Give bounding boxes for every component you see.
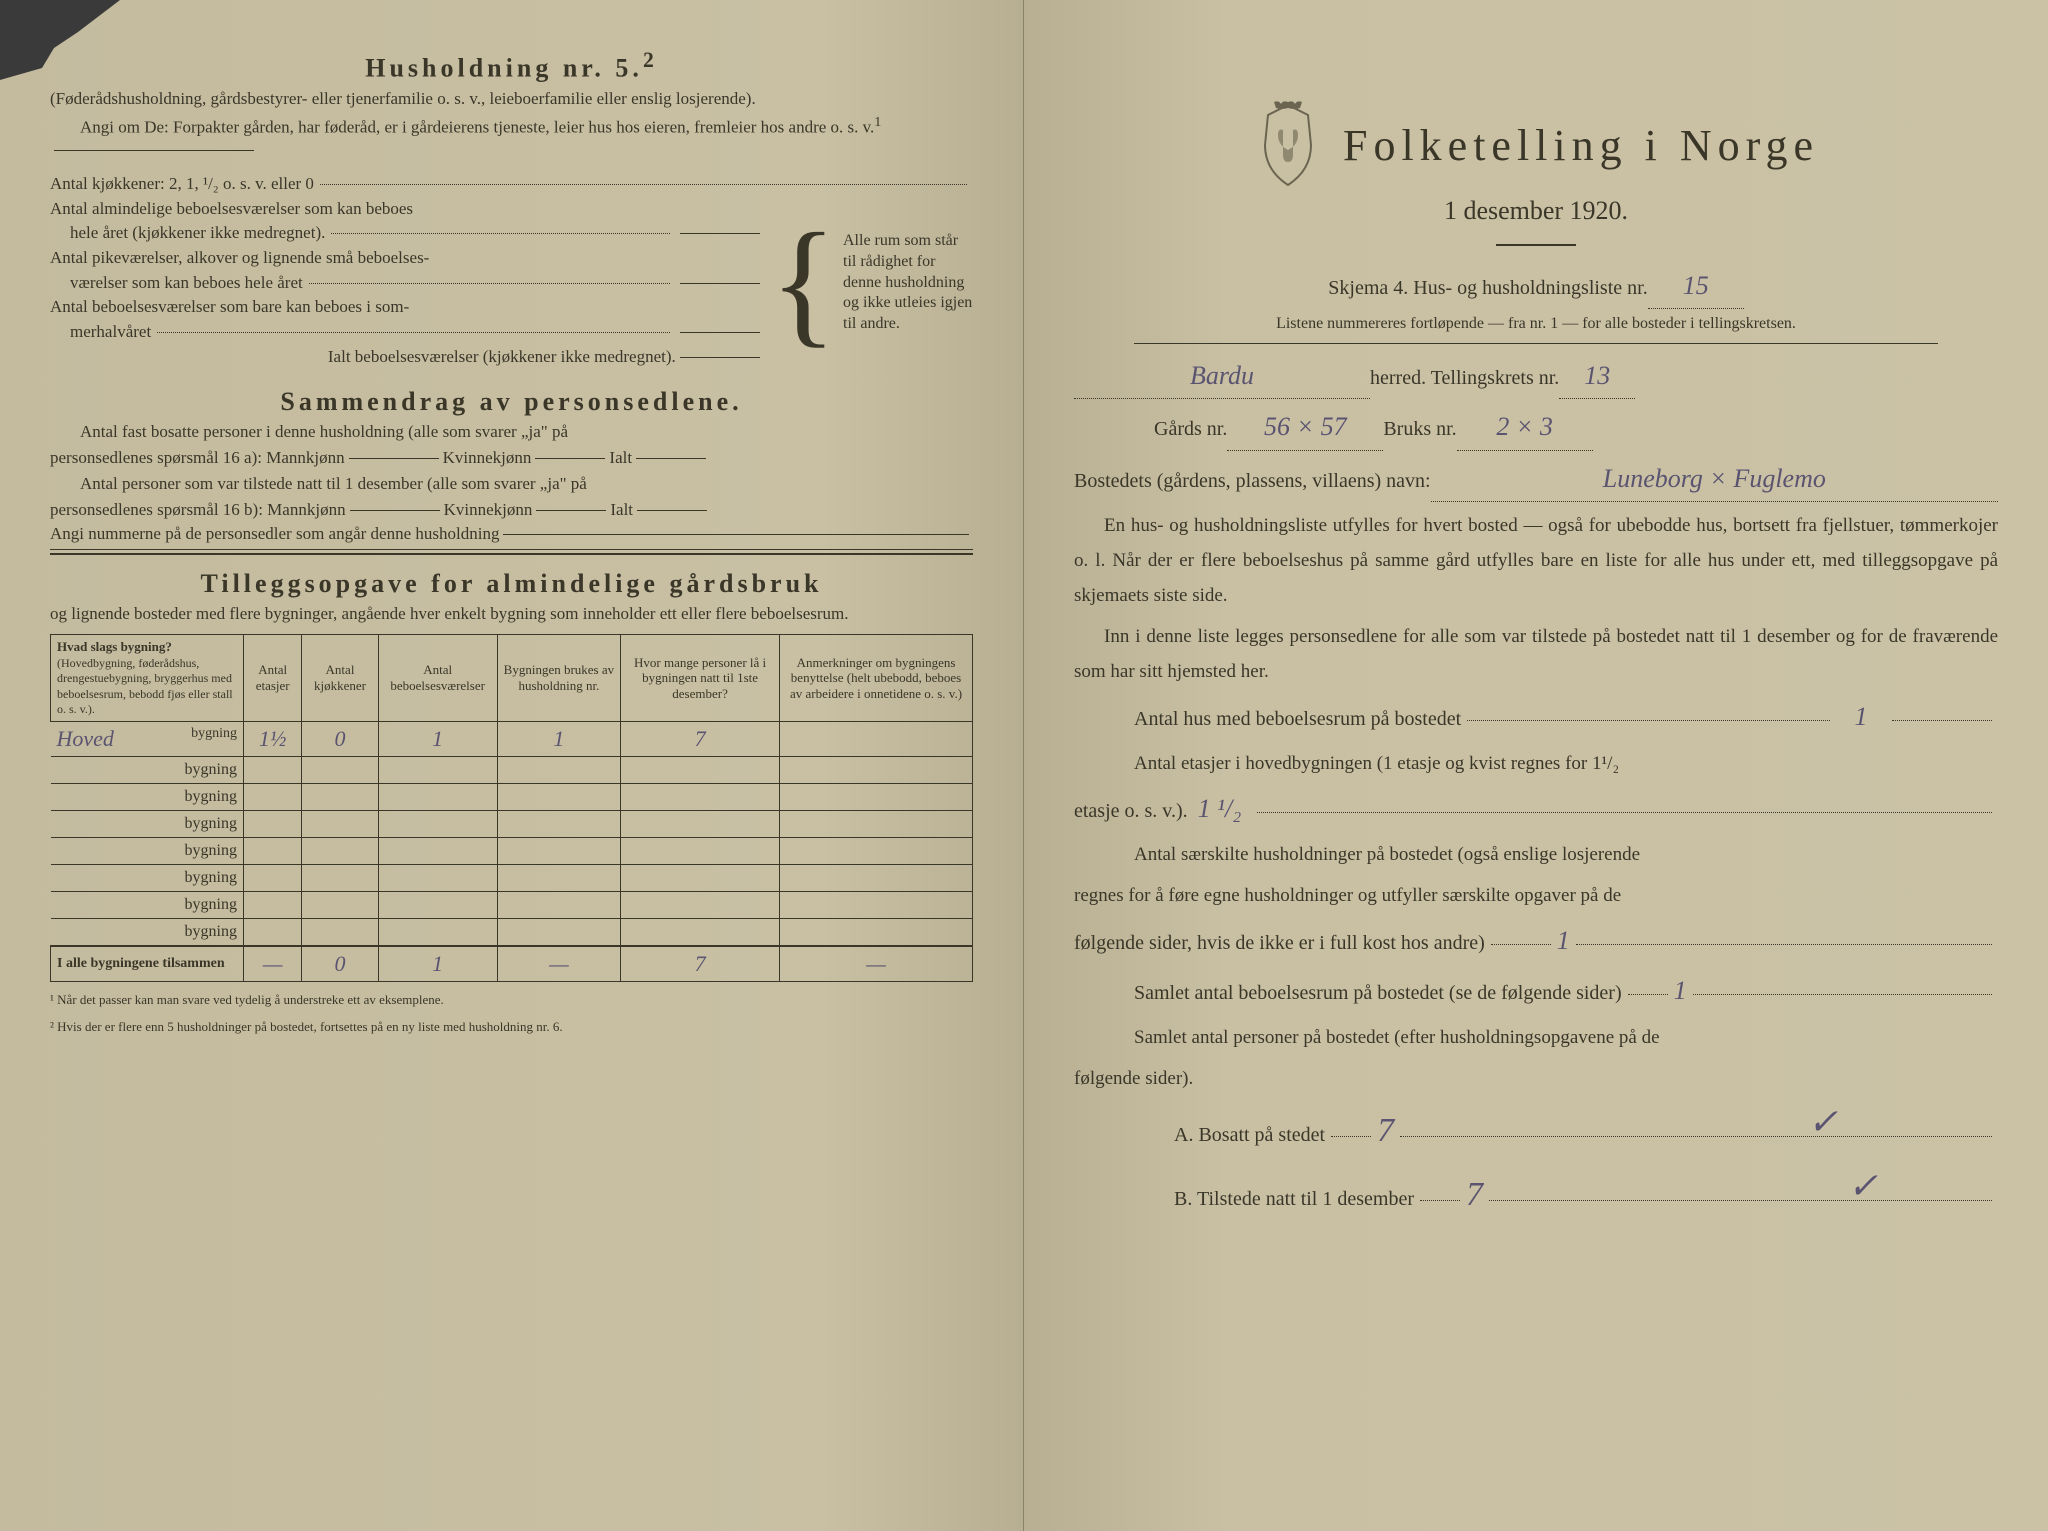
household-subtitle2: Angi om De: Forpakter gården, har føderå…: [50, 113, 973, 163]
qA-value: 7: [1377, 1102, 1394, 1160]
main-title: Folketelling i Norge: [1343, 120, 1819, 171]
divider: [1496, 244, 1576, 246]
q2-line: etasje o. s. v.). 1 ¹/₂: [1074, 787, 1998, 831]
skjema-line: Skjema 4. Hus- og husholdningsliste nr. …: [1074, 264, 1998, 309]
kitchens-line: Antal kjøkkener: 2, 1, ¹/₂ o. s. v. elle…: [50, 172, 973, 197]
tillegg-title: Tilleggsopgave for almindelige gårdsbruk: [50, 569, 973, 599]
qB-line: B. Tilstede natt til 1 desember 7 ✓: [1074, 1166, 1998, 1224]
right-page: Folketelling i Norge 1 desember 1920. Sk…: [1024, 0, 2048, 1531]
table-row: Hoved bygning 1½ 0 1 1 7: [51, 721, 973, 756]
table-header-row: Hvad slags bygning? (Hovedbygning, føder…: [51, 634, 973, 721]
title-row: Folketelling i Norge: [1074, 100, 1998, 190]
list-number: 15: [1648, 264, 1744, 309]
q4-line: Samlet antal beboelsesrum på bostedet (s…: [1074, 969, 1998, 1013]
left-page: Husholdning nr. 5.2 (Føderådshusholdning…: [0, 0, 1024, 1531]
q3-line: følgende sider, hvis de ikke er i full k…: [1074, 919, 1998, 963]
document-spread: Husholdning nr. 5.2 (Føderådshusholdning…: [0, 0, 2048, 1531]
bruk-value: 2 × 3: [1457, 405, 1593, 450]
household-subtitle1: (Føderådshusholdning, gårdsbestyrer- ell…: [50, 88, 973, 111]
double-rule: [50, 549, 973, 555]
table-row: bygning: [51, 837, 973, 864]
building-table: Hvad slags bygning? (Hovedbygning, føder…: [50, 634, 973, 982]
qA-line: A. Bosatt på stedet 7 ✓: [1074, 1102, 1998, 1160]
household-title: Husholdning nr. 5.2: [50, 48, 973, 84]
table-row: bygning: [51, 891, 973, 918]
q1-line: Antal hus med beboelsesrum på bostedet 1: [1074, 695, 1998, 739]
brace-icon: {: [764, 227, 843, 339]
bosted-value: Luneborg × Fuglemo: [1431, 457, 1998, 502]
q4-value: 1: [1674, 969, 1687, 1013]
paragraph-2: Inn i denne liste legges personsedlene f…: [1074, 619, 1998, 689]
bosted-line: Bostedets (gårdens, plassens, villaens) …: [1074, 457, 1998, 502]
rooms-bracket-group: Antal almindelige beboelsesværelser som …: [50, 197, 973, 369]
tillegg-sub: og lignende bosteder med flere bygninger…: [50, 603, 973, 626]
gard-line: Gårds nr. 56 × 57 Bruks nr. 2 × 3: [1074, 405, 1998, 450]
footnote-1: ¹ Når det passer kan man svare ved tydel…: [50, 992, 973, 1009]
bracket-note: Alle rum som står til rådighet for denne…: [843, 231, 973, 335]
q2-value: 1 ¹/₂: [1188, 787, 1252, 831]
table-row: bygning: [51, 783, 973, 810]
herred-line: Bardu herred. Tellingskrets nr. 13: [1074, 354, 1998, 399]
summary-title: Sammendrag av personsedlene.: [50, 387, 973, 417]
main-date: 1 desember 1920.: [1074, 196, 1998, 226]
table-row: bygning: [51, 810, 973, 837]
table-row: bygning: [51, 918, 973, 946]
table-row: bygning: [51, 756, 973, 783]
qB-value: 7: [1466, 1166, 1483, 1224]
krets-value: 13: [1559, 354, 1635, 399]
q1-value: 1: [1836, 695, 1886, 739]
gard-value: 56 × 57: [1227, 405, 1383, 450]
paragraph-1: En hus- og husholdningsliste utfylles fo…: [1074, 508, 1998, 613]
check-icon: ✓: [1848, 1156, 1878, 1217]
herred-value: Bardu: [1074, 354, 1370, 399]
table-row: bygning: [51, 864, 973, 891]
table-totals-row: I alle bygningene tilsammen — 0 1 — 7 —: [51, 946, 973, 982]
footnote-2: ² Hvis der er flere enn 5 husholdninger …: [50, 1019, 973, 1036]
check-icon: ✓: [1808, 1092, 1838, 1153]
list-note: Listene nummereres fortløpende — fra nr.…: [1074, 315, 1998, 333]
q3-value: 1: [1557, 919, 1570, 963]
coat-of-arms-icon: [1253, 100, 1323, 190]
